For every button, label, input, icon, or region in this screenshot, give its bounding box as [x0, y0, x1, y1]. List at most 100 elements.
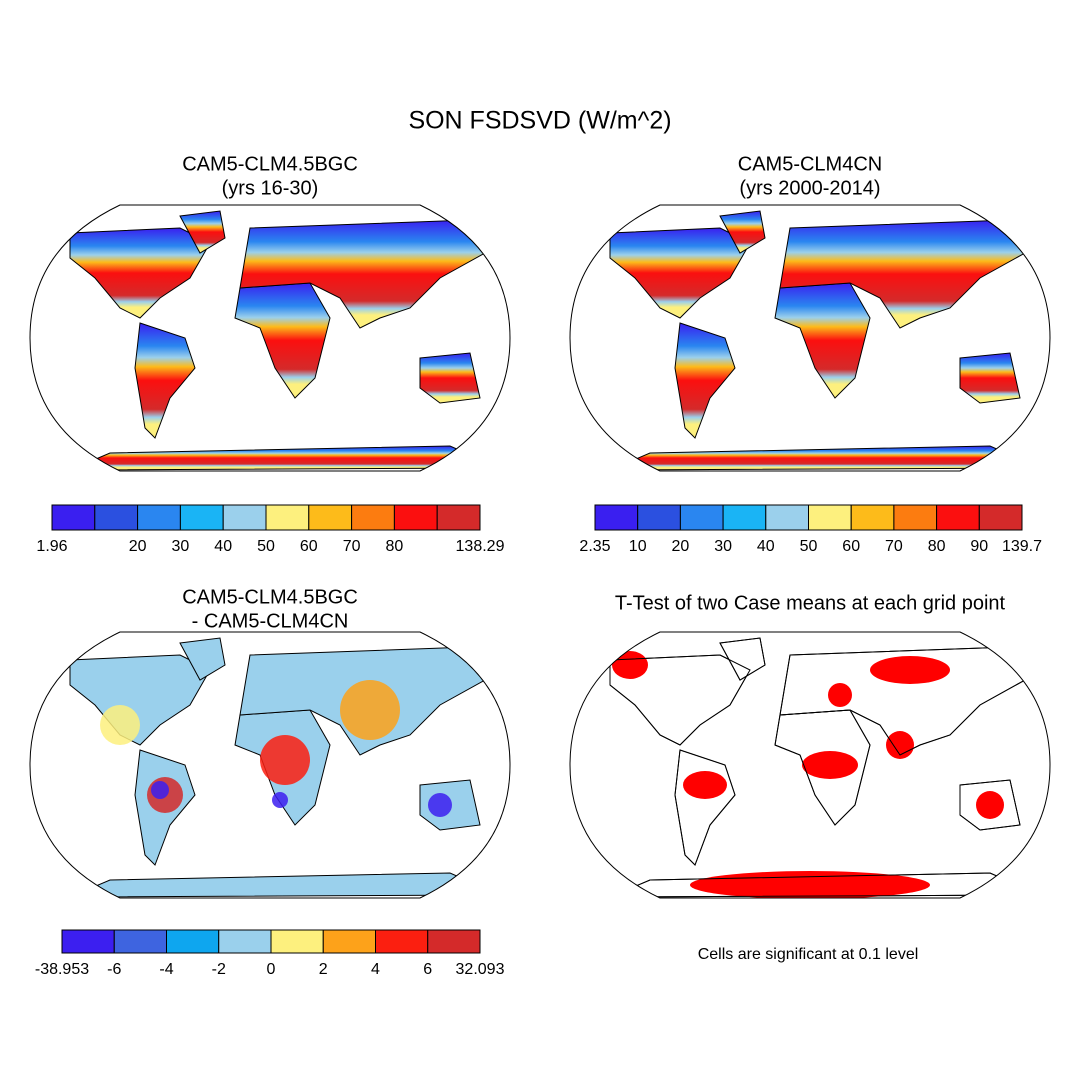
colorbar-box	[850, 504, 895, 531]
colorbar-box	[893, 504, 938, 531]
significant-cells	[802, 751, 858, 779]
panel-title: CAM5-CLM4.5BGC	[182, 586, 358, 608]
colorbar-box	[322, 929, 376, 954]
coastline	[959, 779, 1021, 831]
colorbar-label: -4	[159, 961, 173, 978]
coastline	[674, 749, 736, 866]
colorbar-box	[351, 504, 395, 531]
continent	[959, 352, 1021, 404]
continent	[69, 445, 501, 471]
continent	[774, 282, 871, 399]
colorbar-box	[436, 504, 481, 531]
colorbar-box	[393, 504, 438, 531]
colorbar-label: 60	[842, 538, 860, 555]
significant-cells	[612, 651, 648, 679]
coastline	[609, 654, 751, 746]
colorbar-label: 60	[300, 538, 318, 555]
continent	[234, 282, 331, 399]
continent	[69, 654, 211, 746]
colorbar-label: 0	[267, 961, 276, 978]
colorbar-box	[594, 504, 639, 531]
map-land	[69, 210, 501, 471]
difference-patch	[260, 735, 310, 785]
colorbar-label: 10	[629, 538, 647, 555]
continent	[179, 637, 226, 681]
panel-title: T-Test of two Case means at each grid po…	[615, 592, 1006, 614]
colorbar-label: 40	[214, 538, 232, 555]
continent	[134, 322, 196, 439]
coastline	[719, 637, 766, 681]
continent	[609, 445, 1041, 471]
colorbar-box	[427, 929, 481, 954]
colorbar-label: -38.953	[35, 961, 89, 978]
colorbar-box	[166, 929, 220, 954]
colorbar-label: 80	[386, 538, 404, 555]
continent	[719, 210, 766, 254]
panel-title: (yrs 2000-2014)	[739, 177, 880, 199]
colorbar-label: 20	[672, 538, 690, 555]
colorbar-box	[137, 504, 181, 531]
colorbar-box	[61, 929, 115, 954]
colorbar-box	[375, 929, 429, 954]
difference-patch	[100, 705, 140, 745]
map-panel	[29, 204, 511, 472]
colorbar-label: 139.7	[1002, 538, 1042, 555]
colorbar-box	[265, 504, 310, 531]
colorbar-label: 20	[129, 538, 147, 555]
colorbar-box	[270, 929, 324, 954]
map-panel	[29, 631, 511, 899]
colorbar-box	[308, 504, 353, 531]
panel-title: (yrs 16-30)	[222, 177, 319, 199]
colorbar-label: 90	[970, 538, 988, 555]
significant-cells	[683, 771, 727, 799]
continent	[609, 227, 751, 319]
colorbar-box	[51, 504, 96, 531]
difference-patch	[272, 792, 288, 808]
panel-title: CAM5-CLM4CN	[738, 153, 882, 175]
colorbar-box	[722, 504, 767, 531]
difference-patch	[428, 793, 452, 817]
colorbar-label: 32.093	[456, 961, 505, 978]
map-panel	[569, 204, 1051, 472]
colorbar-label: 30	[714, 538, 732, 555]
colorbar-box	[218, 929, 272, 954]
colorbar-label: 70	[885, 538, 903, 555]
colorbar-label: 40	[757, 538, 775, 555]
map-border	[29, 631, 511, 899]
colorbar-label: 2	[319, 961, 328, 978]
colorbar-label: -6	[107, 961, 121, 978]
colorbar-label: 80	[928, 538, 946, 555]
difference-patch	[340, 680, 400, 740]
significant-cells	[870, 656, 950, 684]
colorbar-label: 6	[423, 961, 432, 978]
map-land	[609, 637, 1041, 898]
colorbar-label: 70	[343, 538, 361, 555]
continent	[179, 210, 226, 254]
colorbar-box	[936, 504, 980, 531]
map-border	[569, 631, 1051, 899]
colorbar-box	[94, 504, 139, 531]
significant-cells	[976, 791, 1004, 819]
map-border	[569, 204, 1051, 472]
map-panel	[569, 631, 1051, 899]
colorbar-box	[113, 929, 167, 954]
colorbar-box	[679, 504, 724, 531]
colorbar-box	[179, 504, 224, 531]
panel-title: CAM5-CLM4.5BGC	[182, 153, 358, 175]
map-land	[69, 637, 501, 898]
colorbar-label: 1.96	[36, 538, 67, 555]
significant-cells	[828, 683, 852, 707]
colorbar-box	[808, 504, 852, 531]
colorbar-label: -2	[212, 961, 226, 978]
continent	[419, 352, 481, 404]
colorbar-box	[222, 504, 267, 531]
colorbar-label: 4	[371, 961, 380, 978]
coastline	[774, 709, 871, 826]
difference-patch	[151, 781, 169, 799]
map-border	[29, 204, 511, 472]
colorbar-box	[637, 504, 681, 531]
colorbar-label: 50	[800, 538, 818, 555]
continent	[674, 322, 736, 439]
map-land	[609, 210, 1041, 471]
